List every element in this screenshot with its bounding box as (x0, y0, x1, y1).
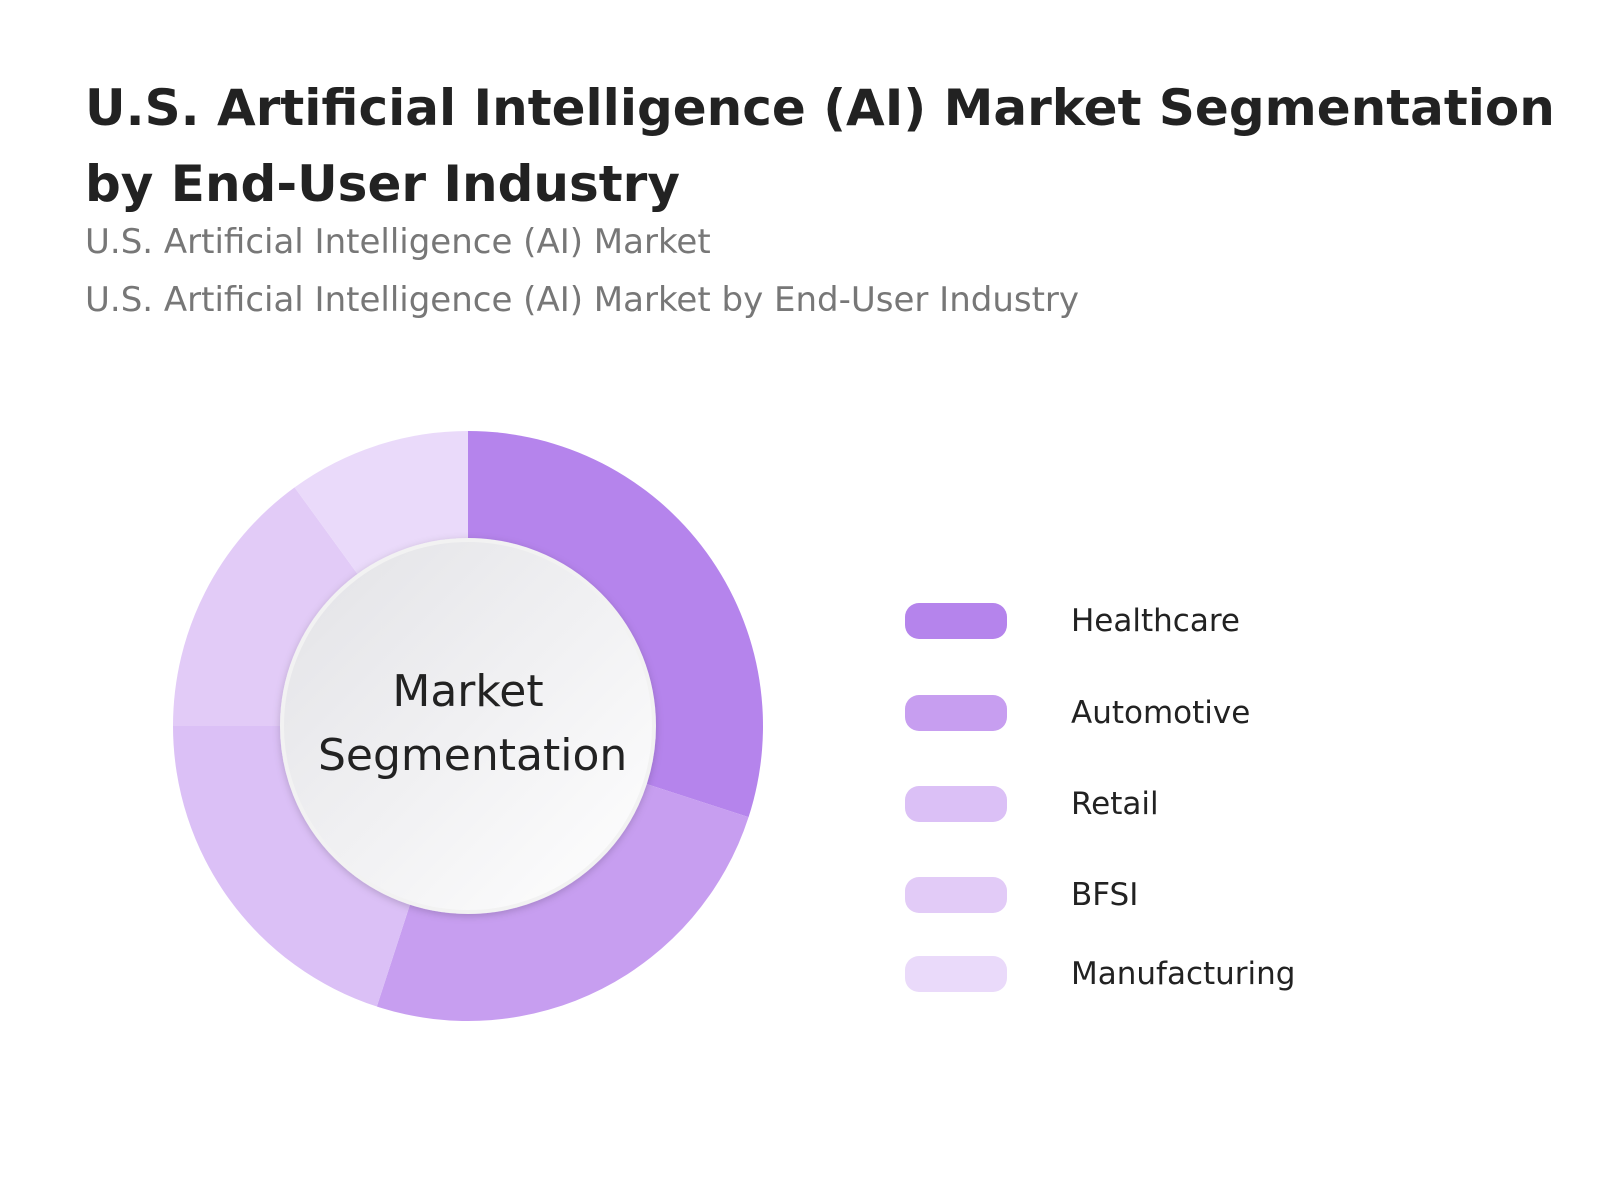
legend-label: Healthcare (1071, 603, 1240, 639)
chart-title: U.S. Artificial Intelligence (AI) Market… (85, 79, 1555, 213)
legend-label: BFSI (1071, 877, 1139, 913)
legend-label: Retail (1071, 786, 1159, 822)
legend-swatch (905, 877, 1007, 913)
legend-swatch (905, 695, 1007, 731)
legend-label: Automotive (1071, 695, 1251, 731)
legend-label: Manufacturing (1071, 956, 1296, 992)
subtitle: U.S. Artificial Intelligence (AI) Market (85, 222, 711, 262)
legend-swatch (905, 603, 1007, 639)
subtitle: U.S. Artificial Intelligence (AI) Market… (85, 280, 1080, 320)
center-disc (280, 538, 656, 914)
center-label: Market Segmentation (318, 666, 628, 781)
legend-swatch (905, 786, 1007, 822)
legend-swatch (905, 956, 1007, 992)
